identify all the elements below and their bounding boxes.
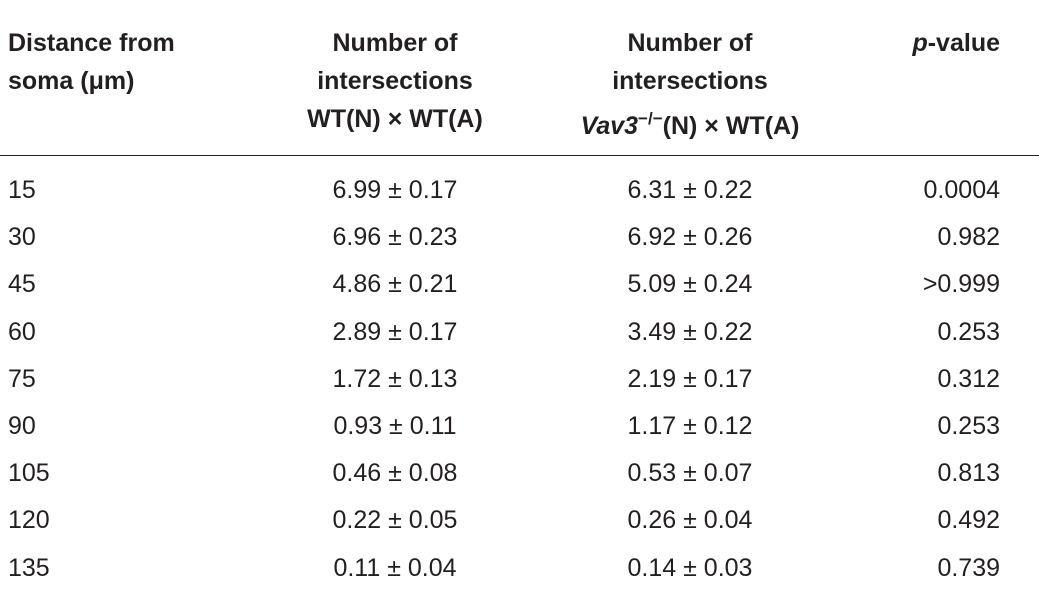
cell-pvalue: 0.982 [937, 223, 1000, 252]
table-row: 75 1.72 ± 0.13 2.19 ± 0.17 0.312 [0, 356, 1039, 403]
cell-distance: 75 [8, 364, 36, 393]
header-vav3-intersections: Number of intersections Vav3−/−(N) × WT(… [525, 24, 855, 145]
header-distance: Distance from soma (μm) [8, 24, 175, 100]
cell-vav3-intersections: 0.26 ± 0.04 [627, 506, 753, 535]
header-distance-line2: soma (μm) [8, 67, 135, 95]
cell-pvalue: 0.492 [937, 506, 1000, 535]
cell-pvalue: 0.253 [937, 317, 1000, 346]
table-row: 15 6.99 ± 0.17 6.31 ± 0.22 0.0004 [0, 167, 1039, 214]
header-distance-line1: Distance from [8, 29, 175, 57]
cell-vav3-intersections: 6.31 ± 0.22 [627, 176, 753, 204]
cell-wt-intersections: 0.93 ± 0.11 [333, 411, 457, 440]
table-row: 45 4.86 ± 0.21 5.09 ± 0.24 >0.999 [0, 261, 1039, 308]
cell-wt-intersections: 6.99 ± 0.17 [332, 176, 458, 204]
header-pvalue-rest: -value [927, 29, 1000, 57]
header-divider [0, 155, 1039, 156]
cell-distance: 30 [8, 223, 36, 252]
header-wt-line3: WT(N) × WT(A) [307, 105, 483, 133]
cell-distance: 60 [8, 317, 36, 346]
cell-vav3-intersections: 0.14 ± 0.03 [627, 553, 753, 582]
header-wt-line2: intersections [317, 67, 473, 95]
header-vav-rest: (N) × WT(A) [662, 112, 800, 140]
table-row: 30 6.96 ± 0.23 6.92 ± 0.26 0.982 [0, 214, 1039, 261]
table-row: 120 0.22 ± 0.05 0.26 ± 0.04 0.492 [0, 497, 1039, 544]
cell-distance: 45 [8, 270, 36, 299]
cell-wt-intersections: 1.72 ± 0.13 [332, 364, 458, 393]
header-pvalue-italic: p [912, 29, 928, 57]
table-header: Distance from soma (μm) Number of inters… [0, 0, 1039, 156]
cell-distance: 135 [8, 553, 50, 582]
header-wt-line1: Number of [332, 29, 458, 57]
table-row: 135 0.11 ± 0.04 0.14 ± 0.03 0.739 [0, 545, 1039, 592]
header-vav-gene: Vav3 [580, 112, 639, 140]
cell-distance: 120 [8, 506, 50, 535]
header-vav-line1: Number of [627, 29, 753, 57]
cell-distance: 15 [8, 176, 36, 204]
cell-pvalue: 0.312 [937, 364, 1000, 393]
cell-pvalue: 0.0004 [923, 176, 1000, 204]
cell-vav3-intersections: 6.92 ± 0.26 [627, 223, 753, 252]
table-body: 15 6.99 ± 0.17 6.31 ± 0.22 0.0004 30 6.96 ± 0… [0, 167, 1039, 592]
header-pvalue-line: p-value [870, 24, 1000, 62]
cell-distance: 90 [8, 411, 36, 440]
cell-vav3-intersections: 5.09 ± 0.24 [627, 270, 753, 299]
cell-wt-intersections: 4.86 ± 0.21 [332, 270, 458, 299]
header-wt-intersections: Number of intersections WT(N) × WT(A) [230, 24, 560, 138]
cell-vav3-intersections: 2.19 ± 0.17 [627, 364, 753, 393]
cell-pvalue: >0.999 [922, 270, 1000, 299]
cell-wt-intersections: 0.11 ± 0.04 [333, 553, 457, 582]
cell-wt-intersections: 2.89 ± 0.17 [332, 317, 458, 346]
table-row: 60 2.89 ± 0.17 3.49 ± 0.22 0.253 [0, 309, 1039, 356]
header-vav-line2: intersections [612, 67, 768, 95]
cell-wt-intersections: 0.46 ± 0.08 [332, 459, 458, 488]
header-vav-superscript: −/− [638, 109, 663, 128]
header-pvalue: p-value [870, 24, 1000, 62]
cell-wt-intersections: 6.96 ± 0.23 [332, 223, 458, 252]
cell-vav3-intersections: 3.49 ± 0.22 [627, 317, 753, 346]
cell-vav3-intersections: 0.53 ± 0.07 [627, 459, 753, 488]
table-row: 105 0.46 ± 0.08 0.53 ± 0.07 0.813 [0, 450, 1039, 497]
cell-vav3-intersections: 1.17 ± 0.12 [627, 411, 753, 440]
cell-pvalue: 0.253 [937, 411, 1000, 440]
cell-pvalue: 0.739 [937, 553, 1000, 582]
header-vav-line3: Vav3−/−(N) × WT(A) [525, 100, 855, 145]
table-row: 90 0.93 ± 0.11 1.17 ± 0.12 0.253 [0, 403, 1039, 450]
cell-distance: 105 [8, 459, 50, 488]
cell-pvalue: 0.813 [937, 459, 1000, 488]
cell-wt-intersections: 0.22 ± 0.05 [332, 506, 458, 535]
